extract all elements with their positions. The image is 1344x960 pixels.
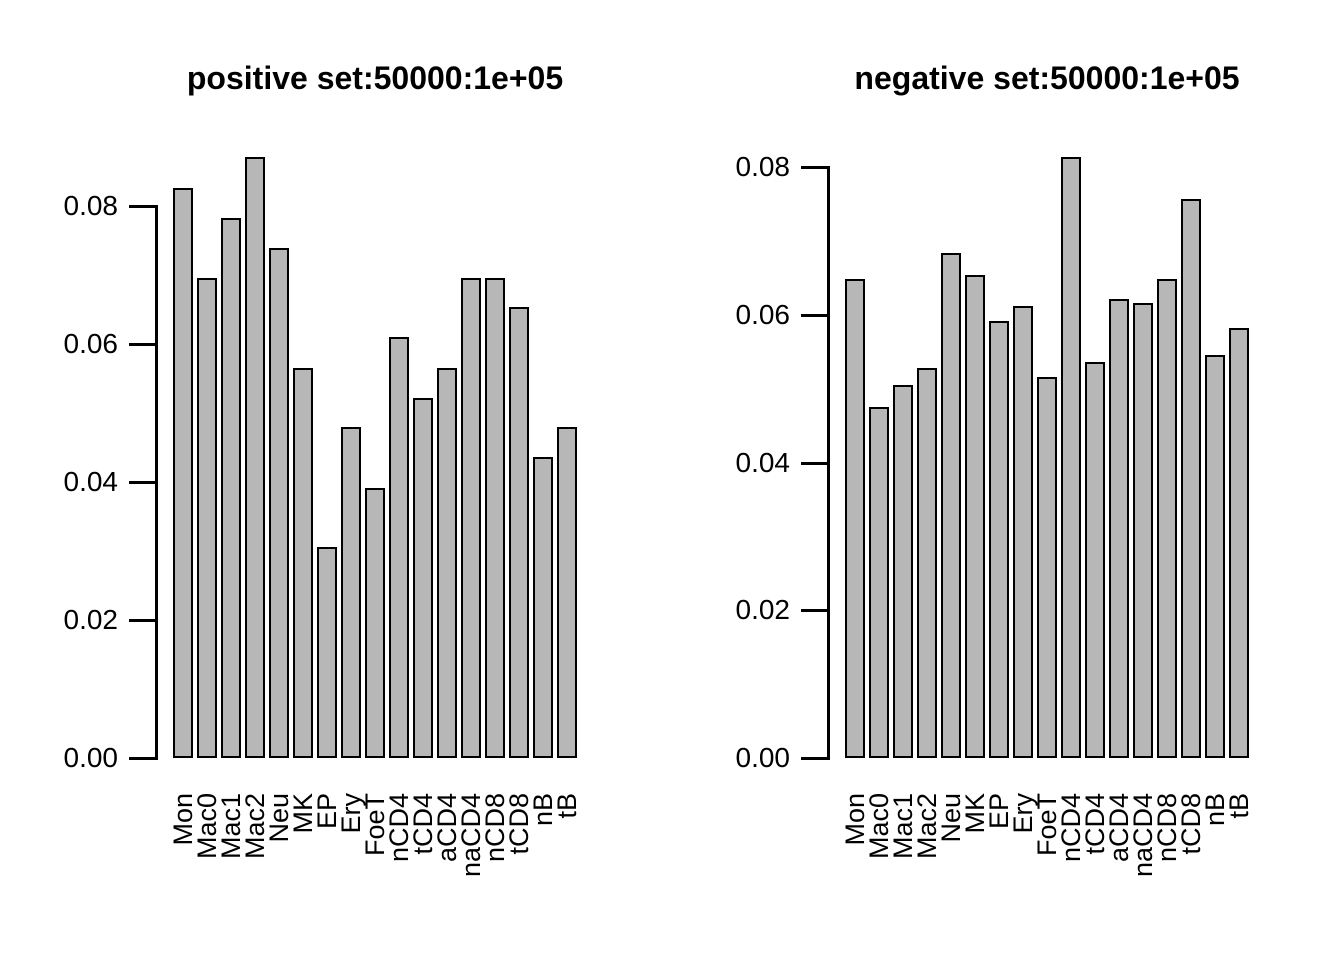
bar — [1229, 328, 1249, 758]
bar — [413, 398, 433, 758]
x-category-label: tB — [1224, 793, 1254, 819]
bar — [1205, 355, 1225, 758]
bar — [173, 188, 193, 758]
bar — [1061, 157, 1081, 758]
bar — [557, 427, 577, 758]
bar — [941, 253, 961, 758]
bar — [1157, 279, 1177, 758]
bar — [965, 275, 985, 758]
y-tick-mark — [801, 757, 827, 760]
y-tick-label: 0.04 — [735, 446, 791, 478]
y-tick-mark — [129, 480, 155, 484]
y-tick-label: 0.06 — [735, 299, 791, 330]
y-tick-mark — [129, 757, 155, 760]
y-tick-mark — [129, 204, 155, 208]
bar — [389, 337, 409, 758]
bar — [869, 407, 889, 758]
bar — [1133, 303, 1153, 758]
bar — [437, 368, 457, 758]
bar — [1085, 362, 1105, 758]
y-tick-mark — [801, 609, 827, 613]
y-tick-mark — [801, 166, 827, 170]
y-tick-label: 0.08 — [735, 151, 791, 183]
y-tick-mark — [801, 461, 827, 465]
bar — [269, 248, 289, 758]
chart-title-positive: positive set:50000:1e+05 — [186, 60, 564, 96]
y-tick-mark — [129, 342, 155, 346]
y-tick-label: 0.04 — [63, 465, 119, 497]
y-tick-mark — [801, 314, 827, 317]
bar — [533, 457, 553, 758]
y-tick-label: 0.02 — [735, 594, 791, 626]
chart-title-negative: negative set:50000:1e+05 — [854, 60, 1240, 96]
bar — [245, 157, 265, 758]
bar — [317, 547, 337, 758]
bar — [1037, 377, 1057, 758]
y-axis-line — [827, 166, 830, 760]
bar — [365, 488, 385, 758]
bar — [221, 218, 241, 758]
bar — [293, 368, 313, 758]
y-tick-label: 0.08 — [63, 189, 119, 221]
y-tick-label: 0.02 — [63, 603, 119, 635]
bar — [845, 279, 865, 758]
y-tick-label: 0.00 — [735, 742, 791, 773]
bar — [1109, 299, 1129, 758]
bar — [1013, 306, 1033, 758]
y-tick-label: 0.06 — [63, 327, 119, 359]
bar — [893, 385, 913, 758]
y-axis-line — [155, 204, 158, 760]
y-tick-mark — [129, 618, 155, 622]
bar — [509, 307, 529, 758]
x-category-label: tB — [552, 793, 582, 819]
bar — [917, 368, 937, 758]
bar — [461, 278, 481, 758]
bar — [989, 321, 1009, 758]
bar — [1181, 199, 1201, 758]
bar — [197, 278, 217, 758]
bar — [341, 427, 361, 758]
y-tick-label: 0.00 — [63, 742, 119, 773]
bar — [485, 278, 505, 758]
